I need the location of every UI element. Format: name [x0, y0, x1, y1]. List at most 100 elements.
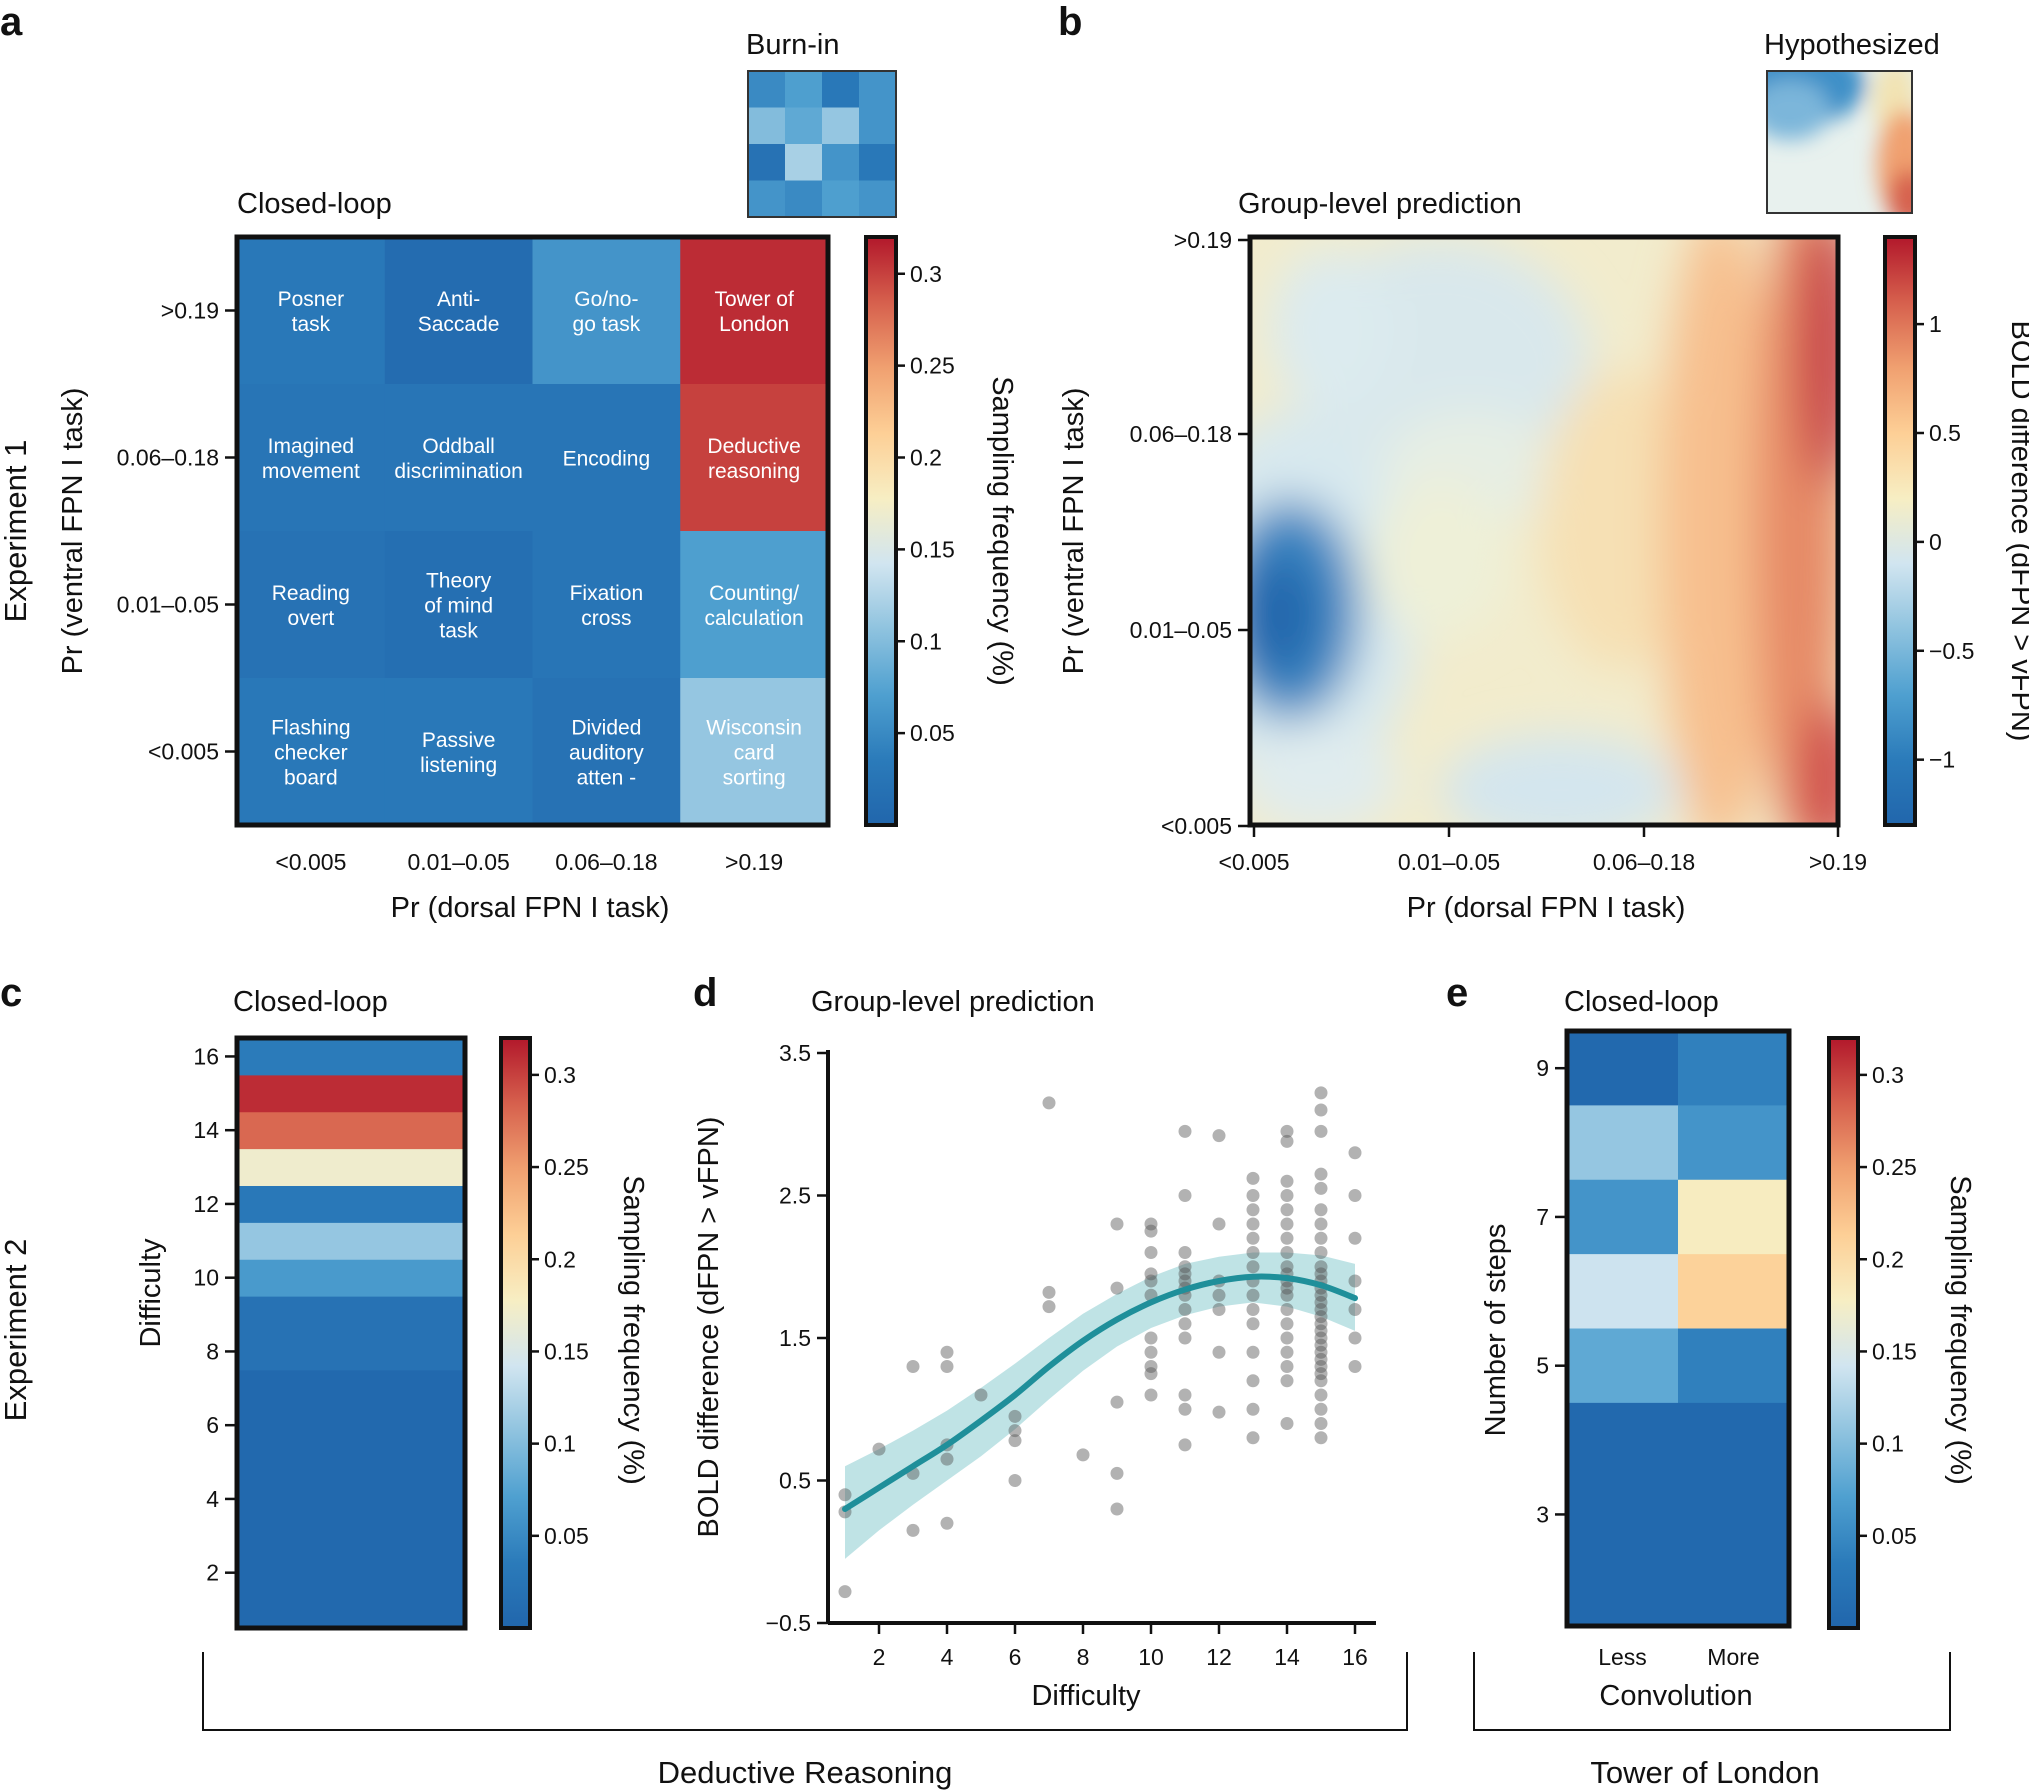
data-point: [1144, 1388, 1158, 1402]
colorbar-tick-label: 0.3: [544, 1062, 576, 1088]
colorbar-gradient: [499, 1036, 532, 1630]
data-point: [1314, 1338, 1328, 1352]
heatmap-cell: [1567, 1105, 1679, 1181]
x-tick-label: Less: [1598, 1644, 1647, 1670]
x-tick-label: 8: [1077, 1644, 1090, 1670]
experiment2-label: Experiment 2: [0, 1239, 33, 1422]
data-point: [1246, 1317, 1260, 1331]
panel-b-title: Group-level prediction: [1238, 188, 1522, 220]
data-point: [1212, 1217, 1226, 1231]
data-point: [1246, 1431, 1260, 1445]
difficulty-band: [237, 1296, 465, 1371]
colorbar-tick-label: 0.1: [544, 1431, 576, 1457]
data-point: [940, 1360, 954, 1373]
difficulty-band: [237, 1148, 465, 1186]
data-point: [1246, 1189, 1260, 1202]
data-point: [838, 1488, 852, 1502]
heatmap-cell: [532, 531, 681, 679]
data-point: [1178, 1260, 1192, 1274]
heatmap-cell: [384, 237, 533, 385]
data-point: [1314, 1317, 1328, 1331]
x-tick-label: 2: [873, 1644, 886, 1670]
y-tick-label: −0.5: [766, 1610, 811, 1636]
data-point: [1110, 1395, 1124, 1409]
panel-e-colorbar: 0.05 0.1 0.15 0.2 0.25 0.3 Sampling frequency …: [1827, 1036, 1976, 1630]
y-tick-label: 14: [193, 1117, 219, 1143]
y-tick-label: 3: [1536, 1501, 1549, 1527]
y-tick-label: <0.005: [1161, 813, 1232, 839]
burn-in-cell: [822, 144, 860, 181]
x-tick-label: 0.01–0.05: [1398, 849, 1500, 875]
cell-label: Go/no-: [574, 288, 638, 311]
difficulty-band: [237, 1369, 465, 1629]
data-point: [1314, 1310, 1328, 1324]
cell-label: Counting/: [709, 582, 799, 605]
colorbar-tick-label: 0: [1929, 529, 1942, 555]
panel-d-letter: d: [693, 971, 717, 1015]
y-tick-label: 2: [206, 1560, 219, 1586]
heatmap-cell: [1678, 1254, 1790, 1329]
y-tick-label: 1.5: [779, 1325, 811, 1351]
panel-b-x-ticks: <0.005 0.01–0.05 0.06–0.18 >0.19: [1219, 825, 1867, 875]
burn-in-cell: [748, 71, 786, 108]
data-point: [1178, 1189, 1192, 1202]
data-point: [1178, 1331, 1192, 1345]
burn-in-cell: [785, 144, 823, 181]
colorbar-label: Sampling frequency (%): [617, 1175, 649, 1484]
data-point: [1178, 1402, 1192, 1416]
cell-label: atten -: [577, 767, 637, 790]
panel-d-title: Group-level prediction: [811, 986, 1095, 1018]
y-tick-label: 0.01–0.05: [117, 592, 219, 618]
data-point: [1178, 1124, 1192, 1138]
panel-d: d Group-level prediction −0.5 0.5 1.5 2.5 3.…: [693, 971, 1376, 1712]
data-point: [1008, 1409, 1022, 1423]
data-point: [1314, 1217, 1328, 1231]
data-point: [1212, 1129, 1226, 1143]
data-point: [1348, 1360, 1362, 1373]
data-point: [1314, 1267, 1328, 1281]
panel-b-ylabel: Pr (ventral FPN I task): [1058, 388, 1090, 675]
panel-c-letter: c: [0, 971, 22, 1015]
data-point: [1042, 1285, 1056, 1299]
data-point: [1212, 1288, 1226, 1302]
cell-label: board: [284, 767, 338, 790]
burn-in-cell: [859, 107, 897, 145]
x-tick-label: >0.19: [1809, 849, 1867, 875]
data-point: [1314, 1417, 1328, 1430]
x-tick-label: >0.19: [725, 849, 783, 875]
data-point: [1144, 1367, 1158, 1381]
panel-b-colorbar: −1 −0.5 0 0.5 1 BOLD difference (dFPN > vFPN): [1883, 235, 2029, 827]
cell-label: overt: [288, 607, 335, 630]
panel-d-xlabel: Difficulty: [1031, 1680, 1141, 1712]
tower-label: Tower of London: [1590, 1755, 1819, 1790]
heatmap-cell: [384, 384, 533, 532]
panel-a-xlabel: Pr (dorsal FPN I task): [391, 892, 670, 924]
cell-label: cross: [581, 607, 631, 630]
data-point: [1008, 1424, 1022, 1438]
fit-line: [842, 1273, 1358, 1512]
y-tick-label: 10: [193, 1265, 219, 1291]
data-point: [940, 1345, 954, 1359]
burn-in-cell: [748, 107, 786, 145]
y-tick-label: 16: [193, 1043, 219, 1069]
heatmap-cell: [1567, 1328, 1679, 1404]
difficulty-band: [237, 1074, 465, 1113]
panel-a: a Burn-in Closed-loop PosnertaskAnti-Sac…: [0, 0, 1018, 924]
data-point: [838, 1585, 852, 1599]
colorbar-tick-label: 0.2: [910, 445, 942, 471]
colorbar-tick-label: 0.15: [1872, 1338, 1917, 1364]
data-point: [1280, 1303, 1294, 1316]
data-point: [1314, 1086, 1328, 1100]
difficulty-band: [237, 1038, 465, 1076]
x-tick-label: 6: [1009, 1644, 1022, 1670]
panel-a-letter: a: [0, 0, 23, 44]
colorbar-tick-label: 0.05: [910, 720, 955, 746]
colorbar-tick-label: 0.15: [544, 1338, 589, 1364]
cell-label: sorting: [723, 767, 786, 790]
colorbar-gradient: [1827, 1036, 1860, 1630]
colorbar-tick-label: 0.05: [1872, 1523, 1917, 1549]
data-point: [906, 1360, 920, 1373]
x-tick-label: <0.005: [1219, 849, 1290, 875]
